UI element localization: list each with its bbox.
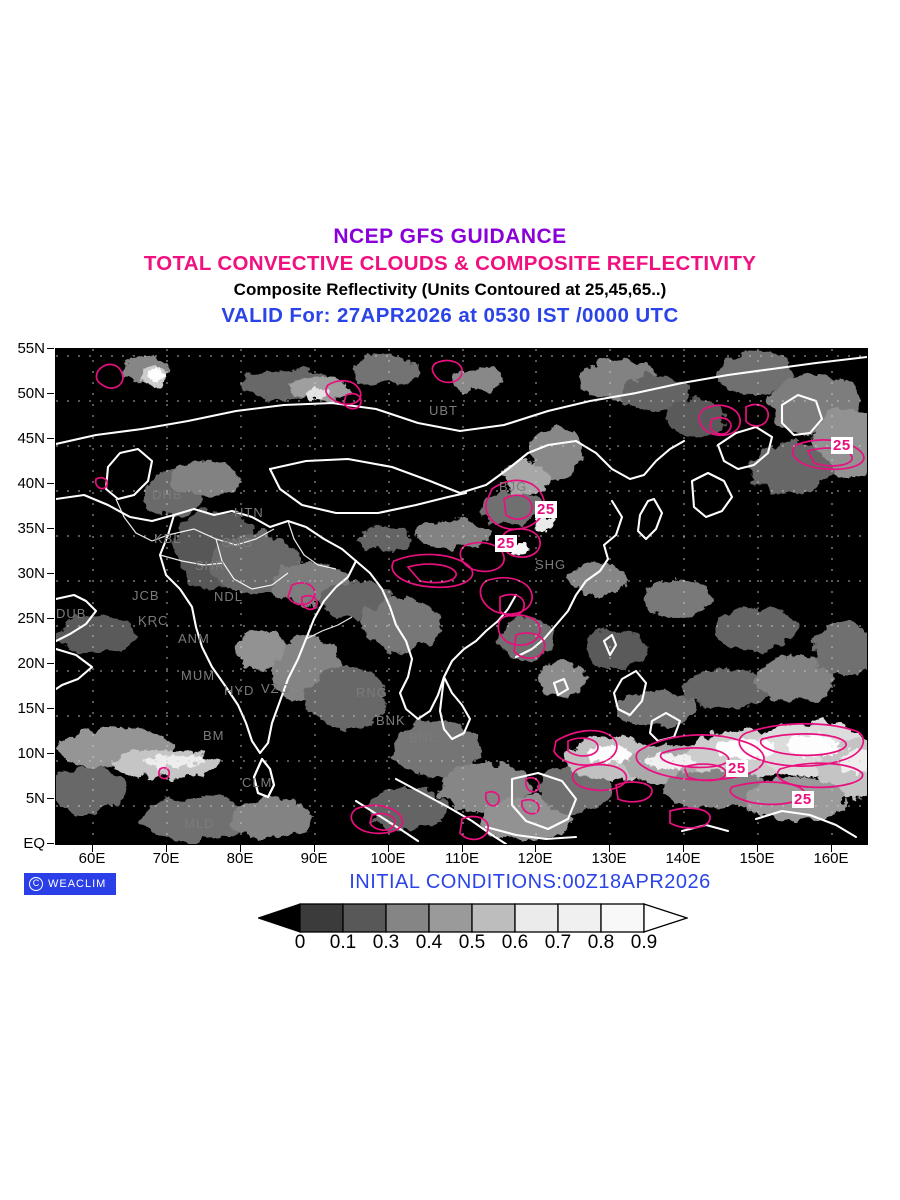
colorbar-tick-label: 0.4 — [415, 932, 443, 953]
city-label: BNK — [376, 713, 406, 728]
city-label: KSA — [303, 572, 333, 587]
x-tick-label: 90E — [300, 850, 328, 867]
colorbar-tick-label: 0.6 — [501, 932, 529, 953]
x-tick-label: 100E — [370, 850, 406, 867]
map-canvas — [56, 349, 867, 844]
x-tick-label: 160E — [813, 850, 849, 867]
city-label: DHB — [152, 487, 183, 502]
colorbar-tick-label: 0.7 — [544, 932, 572, 953]
city-label: DUB — [56, 606, 87, 621]
y-tick-label: 20N — [17, 655, 45, 672]
colorbar-tick-label: 0.3 — [372, 932, 400, 953]
city-label: ANM — [178, 631, 210, 646]
y-tick-label: EQ — [23, 835, 45, 852]
colorbar-tick-label: 0.9 — [630, 932, 658, 953]
city-label: SNG — [222, 535, 254, 550]
title-agency: NCEP GFS GUIDANCE — [333, 225, 567, 248]
y-tick-label: 30N — [17, 565, 45, 582]
x-tick-label: 150E — [739, 850, 775, 867]
city-label: BJG — [499, 479, 528, 494]
colorbar[interactable] — [256, 903, 690, 933]
city-label: VZG — [261, 681, 291, 696]
city-label: MUM — [181, 668, 216, 683]
x-tick-label: 120E — [517, 850, 553, 867]
city-label: CLM — [242, 775, 273, 790]
colorbar-svg — [256, 903, 690, 933]
map-panel[interactable]: UBT BJG SHG DHB HTN KBL SNG SHR JCB NDL … — [17, 341, 868, 866]
x-tick-label: 140E — [665, 850, 701, 867]
x-tick-label: 70E — [152, 850, 180, 867]
city-label: JCB — [132, 588, 160, 603]
y-tick-label: 10N — [17, 745, 45, 762]
city-label: HTN — [234, 505, 264, 520]
y-tick-label: 55N — [17, 340, 45, 357]
contour-label-25: 25 — [831, 437, 853, 454]
contour-label-25: 25 — [495, 535, 517, 552]
city-label: HYD — [224, 683, 255, 698]
title-product: TOTAL CONVECTIVE CLOUDS & COMPOSITE REFL… — [143, 252, 757, 275]
copyright-icon: C — [29, 877, 43, 891]
city-label: RNG — [356, 685, 388, 700]
contour-label-25: 25 — [726, 760, 748, 777]
city-label: BM — [203, 728, 225, 743]
map-frame: UBT BJG SHG DHB HTN KBL SNG SHR JCB NDL … — [55, 348, 868, 845]
weaclim-label: WEACLIM — [48, 878, 107, 890]
city-label: BNL — [409, 730, 438, 745]
x-tick-label: 80E — [226, 850, 254, 867]
colorbar-tick-label: 0.5 — [458, 932, 486, 953]
y-tick-label: 25N — [17, 610, 45, 627]
y-tick-label: 5N — [25, 790, 45, 807]
city-label: KBL — [154, 531, 182, 546]
title-units: Composite Reflectivity (Units Contoured … — [233, 280, 667, 299]
title-block: NCEP GFS GUIDANCE TOTAL CONVECTIVE CLOUD… — [0, 224, 900, 329]
city-label: NDL — [214, 589, 244, 604]
city-label: UBT — [429, 403, 458, 418]
weaclim-logo[interactable]: C WEACLIM — [24, 873, 116, 895]
y-tick-label: 45N — [17, 430, 45, 447]
initial-conditions-label: INITIAL CONDITIONS:00Z18APR2026 — [349, 871, 711, 893]
y-tick-label: 35N — [17, 520, 45, 537]
x-tick-label: 110E — [445, 850, 479, 867]
x-tick-label: 130E — [591, 850, 627, 867]
city-label: SHR — [195, 558, 226, 573]
colorbar-ticks: 0 0.1 0.3 0.4 0.5 0.6 0.7 0.8 0.9 — [258, 932, 688, 956]
contour-label-25: 25 — [535, 501, 557, 518]
y-tick-label: 40N — [17, 475, 45, 492]
y-tick-label: 50N — [17, 385, 45, 402]
colorbar-tick-label: 0 — [294, 932, 306, 953]
city-label: SHG — [535, 557, 567, 572]
city-label: KRC — [138, 613, 169, 628]
colorbar-tick-label: 0.1 — [329, 932, 357, 953]
city-label: MLD — [184, 816, 215, 831]
y-tick-label: 15N — [17, 700, 45, 717]
contour-label-25: 25 — [792, 791, 814, 808]
colorbar-tick-label: 0.8 — [587, 932, 615, 953]
title-valid-time: VALID For: 27APR2026 at 0530 IST /0000 U… — [221, 304, 679, 327]
x-tick-label: 60E — [78, 850, 106, 867]
